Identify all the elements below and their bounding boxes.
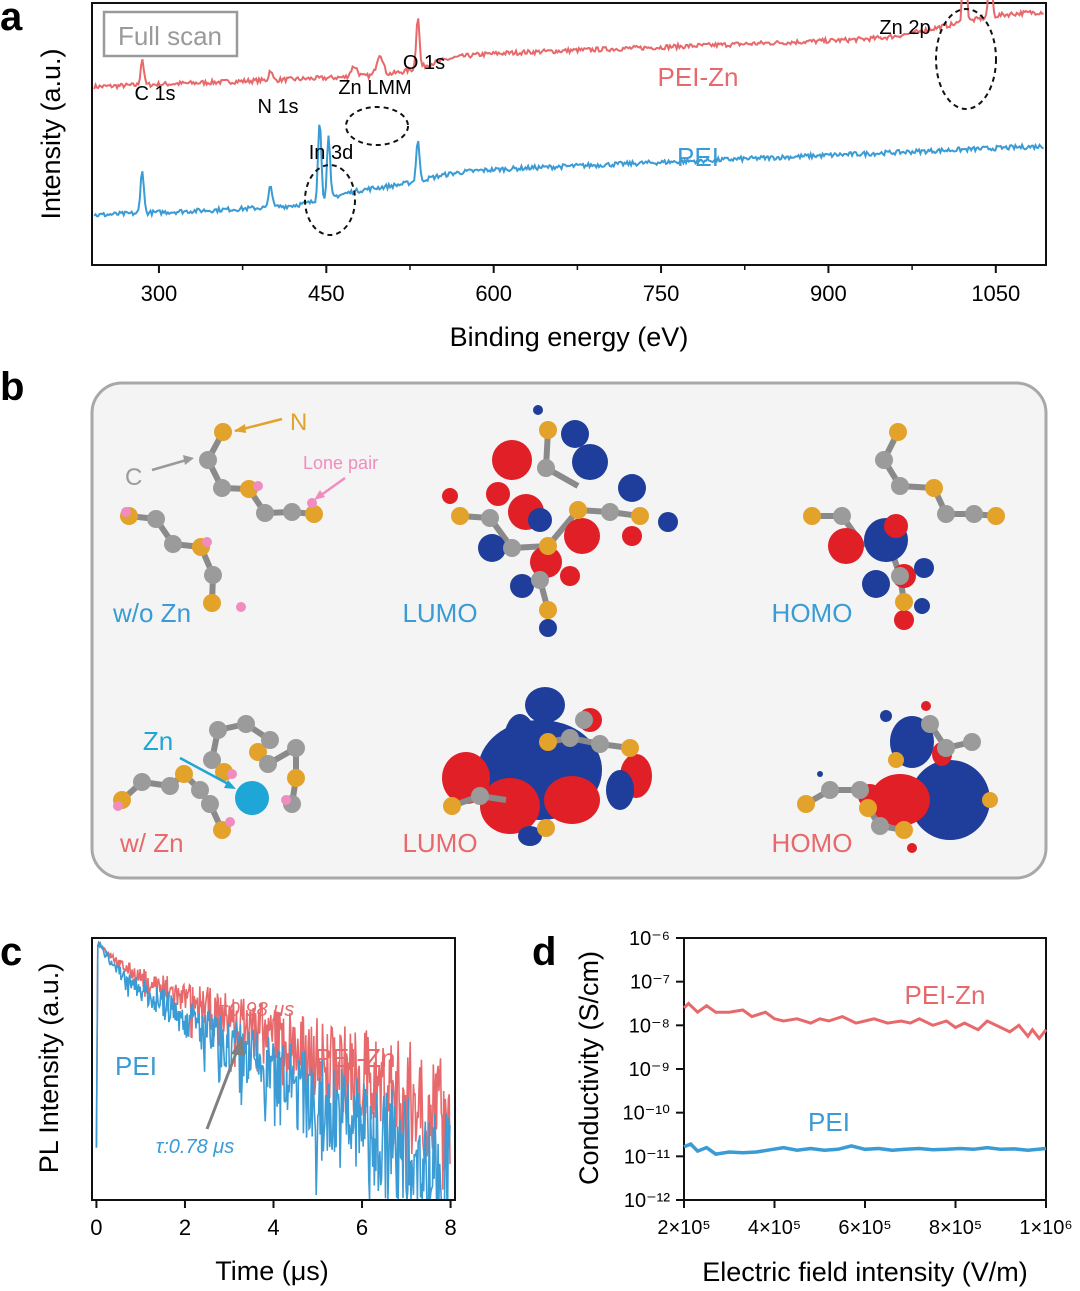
series-line-pei-zn-c	[95, 940, 451, 1190]
label-lumo-w-zn: LUMO	[402, 828, 477, 858]
panel-c-x-ticks: 0 2 4 6 8	[90, 1200, 457, 1240]
annot-o1s: O 1s	[403, 52, 445, 74]
panel-c-x-tick-label: 4	[267, 1215, 279, 1240]
panel-d-y-tick-label: 10⁻⁷	[630, 972, 670, 994]
panel-d-y-tick-label: 10⁻⁶	[629, 928, 670, 950]
annot-n1s: N 1s	[257, 96, 298, 118]
panel-d-x-tick-label: 4×10⁵	[748, 1217, 801, 1239]
lumo-orbital-wo-zn	[442, 405, 678, 637]
label-lumo-wo-zn: LUMO	[402, 598, 477, 628]
c-arrow-head	[183, 455, 194, 465]
panel-label-d: d	[532, 930, 556, 974]
tau-arrow	[205, 1047, 240, 1130]
panel-a: Full scan 300 450 600 750 900 1050 Binding en…	[36, 0, 1047, 352]
panel-label-b: b	[0, 365, 24, 409]
series-line-pei-a	[93, 124, 1044, 219]
atom-label-lone-pair: Lone pair	[303, 453, 378, 473]
panel-d-y-tick-label: 10⁻¹¹	[624, 1146, 670, 1168]
zn-lmm-highlight-ellipse	[345, 106, 409, 146]
series-line-pei-zn-a	[93, 0, 1044, 91]
panel-c: 0 2 4 6 8 Time (μs) PL Intensity (a.u.) PEI-…	[34, 937, 457, 1286]
label-w-zn: w/ Zn	[119, 828, 184, 858]
panel-c-x-tick-label: 0	[90, 1215, 102, 1240]
panel-a-x-ticks: 300 450 600 750 900 1050	[141, 265, 1020, 306]
annot-zn2p: Zn 2p	[879, 17, 930, 39]
panel-d-y-axis-label: Conductivity (S/cm)	[574, 951, 604, 1185]
panel-label-c: c	[0, 930, 22, 974]
series-label-pei-zn-a: PEI-Zn	[658, 62, 739, 92]
zn-arrow-head	[224, 780, 236, 789]
series-line-pei-d	[683, 1142, 1047, 1156]
zn-atom	[235, 781, 269, 815]
panel-a-x-tick-label: 600	[475, 281, 512, 306]
annot-zn-lmm: Zn LMM	[338, 77, 411, 99]
panel-d-y-tick-label: 10⁻¹⁰	[623, 1103, 670, 1125]
label-homo-w-zn: HOMO	[772, 828, 853, 858]
series-label-pei-zn-d: PEI-Zn	[905, 980, 986, 1010]
series-label-pei-zn-c: PEI-Zn	[315, 1043, 396, 1073]
atom-label-n: N	[290, 409, 307, 436]
zn2p-highlight-ellipse	[935, 8, 997, 110]
panel-a-y-axis-label: Intensity (a.u.)	[36, 48, 66, 219]
panel-d-y-ticks: 10⁻⁶ 10⁻⁷ 10⁻⁸ 10⁻⁹ 10⁻¹⁰ 10⁻¹¹ 10⁻¹²	[623, 928, 684, 1212]
series-label-pei-c: PEI	[115, 1051, 157, 1081]
panel-a-x-axis-label: Binding energy (eV)	[450, 322, 689, 352]
panel-c-x-axis-label: Time (μs)	[215, 1256, 329, 1286]
panel-d-x-tick-label: 8×10⁵	[929, 1217, 982, 1239]
panel-d-x-ticks: 2×10⁵ 4×10⁵ 6×10⁵ 8×10⁵ 1×10⁶	[657, 1200, 1073, 1239]
series-line-pei-c	[95, 940, 451, 1201]
panel-b: N C Lone pair w/o Zn	[90, 381, 1048, 880]
series-line-pei-zn-d	[682, 1001, 1048, 1041]
panel-d-y-tick-label: 10⁻⁹	[629, 1059, 670, 1081]
n-arrow-head	[234, 424, 246, 433]
panel-d-y-tick-label: 10⁻¹²	[624, 1190, 670, 1212]
label-wo-zn: w/o Zn	[112, 598, 191, 628]
molecule-pei-w-zn	[113, 715, 305, 839]
full-scan-label: Full scan	[118, 21, 222, 51]
homo-orbital-w-zn	[797, 701, 998, 853]
panel-d-x-tick-label: 6×10⁵	[838, 1217, 891, 1239]
atom-label-c: C	[125, 464, 142, 491]
annot-in3d: In 3d	[309, 142, 353, 164]
lone-pair-arrow-head	[314, 490, 325, 500]
panel-d-x-axis-label: Electric field intensity (V/m)	[702, 1257, 1028, 1287]
atom-label-zn: Zn	[143, 726, 173, 756]
panel-d-y-tick-label: 10⁻⁸	[629, 1015, 670, 1037]
label-homo-wo-zn: HOMO	[772, 598, 853, 628]
panel-b-frame	[90, 381, 1048, 880]
panel-d: 2×10⁵ 4×10⁵ 6×10⁵ 8×10⁵ 1×10⁶ 10⁻⁶10⁻⁷10⁻⁸10…	[574, 928, 1073, 1287]
c-arrow	[151, 457, 191, 472]
zn-arrow	[179, 756, 233, 788]
tau-label-pei-zn: τ:0.98 μs	[216, 999, 294, 1021]
panel-c-x-tick-label: 8	[444, 1215, 456, 1240]
panel-a-x-tick-label: 300	[141, 281, 178, 306]
molecule-pei-wo-zn-atoms	[120, 423, 323, 612]
tau-label-pei: τ:0.78 μs	[156, 1136, 234, 1158]
panel-c-x-tick-label: 2	[179, 1215, 191, 1240]
tau-arrow-head	[231, 1036, 245, 1056]
series-label-pei-a: PEI	[677, 142, 719, 172]
panel-a-frame	[91, 2, 1047, 266]
panel-a-x-tick-label: 1050	[971, 281, 1020, 306]
panel-d-frame	[683, 937, 1047, 1201]
series-label-pei-d: PEI	[808, 1107, 850, 1137]
panel-label-a: a	[0, 0, 23, 39]
full-scan-box	[102, 10, 239, 58]
panel-d-x-tick-label: 2×10⁵	[657, 1217, 710, 1239]
panel-a-x-tick-label: 750	[643, 281, 680, 306]
annot-c1s: C 1s	[134, 83, 175, 105]
lumo-orbital-w-zn	[442, 687, 652, 846]
panel-c-y-axis-label: PL Intensity (a.u.)	[34, 963, 64, 1174]
panel-a-x-tick-label: 900	[810, 281, 847, 306]
homo-orbital-wo-zn	[803, 423, 1005, 630]
panel-c-x-tick-label: 6	[356, 1215, 368, 1240]
in3d-highlight-ellipse	[304, 164, 356, 236]
panel-d-x-tick-label: 1×10⁶	[1019, 1217, 1072, 1239]
panel-a-x-tick-label: 450	[308, 281, 345, 306]
